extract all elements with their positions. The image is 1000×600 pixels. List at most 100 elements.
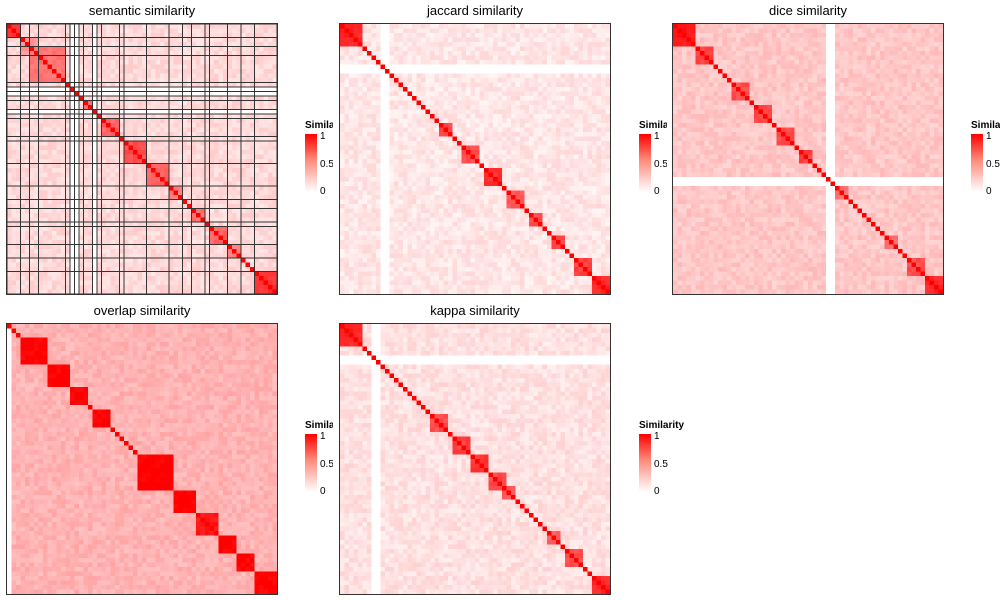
heatmap-cell bbox=[110, 33, 116, 38]
heatmap-cell bbox=[259, 73, 264, 79]
heatmap-cell bbox=[191, 37, 197, 43]
heatmap-cell bbox=[380, 46, 386, 52]
heatmap-cell bbox=[7, 141, 12, 146]
heatmap-cell bbox=[65, 109, 71, 115]
heatmap-cell bbox=[97, 289, 102, 294]
heatmap-cell bbox=[425, 82, 431, 88]
heatmap-cell bbox=[178, 289, 183, 294]
heatmap-cell bbox=[223, 51, 228, 56]
heatmap-cell bbox=[367, 109, 372, 115]
heatmap-cell bbox=[43, 195, 48, 200]
heatmap-cell bbox=[569, 73, 575, 79]
heatmap-cell bbox=[78, 109, 84, 115]
heatmap-cell bbox=[178, 257, 183, 263]
heatmap-cell bbox=[20, 109, 26, 115]
heatmap-cell bbox=[223, 276, 228, 281]
heatmap-cell bbox=[110, 141, 116, 146]
heatmap-cell bbox=[389, 37, 395, 43]
heatmap-cell bbox=[155, 64, 161, 70]
heatmap-cell bbox=[83, 28, 89, 34]
heatmap-cell bbox=[110, 68, 116, 74]
heatmap-cell bbox=[146, 73, 152, 79]
heatmap-cell bbox=[169, 55, 174, 61]
heatmap-cell bbox=[542, 82, 548, 88]
heatmap-cell bbox=[263, 240, 269, 245]
heatmap-cell bbox=[29, 262, 35, 268]
heatmap-cell bbox=[7, 55, 12, 61]
heatmap-cell bbox=[488, 24, 494, 29]
heatmap-cell bbox=[142, 208, 147, 214]
heatmap-cell bbox=[357, 46, 363, 52]
heatmap-cell bbox=[200, 186, 206, 191]
heatmap-cell bbox=[205, 195, 210, 200]
heatmap-cell bbox=[592, 105, 597, 110]
heatmap-cell bbox=[519, 114, 525, 119]
heatmap-cell bbox=[254, 172, 260, 178]
heatmap-cell bbox=[250, 172, 255, 178]
heatmap-cell bbox=[254, 87, 260, 92]
heatmap-cell bbox=[101, 203, 107, 209]
heatmap-cell bbox=[200, 262, 206, 268]
heatmap-cell bbox=[24, 240, 30, 245]
heatmap-cell bbox=[142, 91, 147, 97]
heatmap-cell bbox=[389, 105, 395, 110]
heatmap-cell bbox=[16, 168, 21, 173]
heatmap-cell bbox=[416, 78, 422, 83]
heatmap-cell bbox=[416, 68, 422, 74]
heatmap-cell bbox=[7, 41, 12, 47]
heatmap-cell bbox=[254, 127, 260, 133]
heatmap-cell bbox=[115, 149, 120, 155]
heatmap-cell bbox=[83, 168, 89, 173]
heatmap-cell bbox=[78, 276, 84, 281]
heatmap-cell bbox=[353, 87, 359, 92]
heatmap-cell bbox=[421, 118, 426, 124]
heatmap-cell bbox=[70, 136, 75, 142]
heatmap-cell bbox=[213, 64, 219, 70]
heatmap-cell bbox=[78, 141, 84, 146]
heatmap-cell bbox=[34, 68, 39, 74]
heatmap-cell bbox=[254, 118, 260, 124]
heatmap-cell bbox=[110, 235, 116, 241]
heatmap-cell bbox=[70, 208, 75, 214]
heatmap-cell bbox=[97, 78, 102, 83]
heatmap-cell bbox=[47, 208, 53, 214]
heatmap-cell bbox=[213, 208, 219, 214]
heatmap-cell bbox=[488, 82, 494, 88]
heatmap-cell bbox=[569, 87, 575, 92]
heatmap-cell bbox=[142, 122, 147, 128]
heatmap-cell bbox=[34, 132, 39, 137]
heatmap-cell bbox=[70, 217, 75, 223]
heatmap-cell bbox=[587, 24, 593, 29]
heatmap-cell bbox=[587, 33, 593, 38]
heatmap-cell bbox=[542, 24, 548, 29]
heatmap-cell bbox=[146, 68, 152, 74]
heatmap-cell bbox=[240, 60, 246, 65]
heatmap-cell bbox=[240, 249, 246, 254]
heatmap-cell bbox=[159, 37, 165, 43]
heatmap-cell bbox=[186, 235, 192, 241]
heatmap-cell bbox=[74, 68, 80, 74]
heatmap-cell bbox=[551, 51, 557, 56]
heatmap-cell bbox=[254, 68, 260, 74]
heatmap-cell bbox=[169, 168, 174, 173]
heatmap-cell bbox=[132, 267, 138, 272]
heatmap-cell bbox=[367, 114, 372, 119]
heatmap-cell bbox=[92, 109, 98, 115]
heatmap-cell bbox=[538, 24, 543, 29]
heatmap-cell bbox=[105, 37, 111, 43]
heatmap-cell bbox=[367, 82, 372, 88]
heatmap-cell bbox=[205, 118, 210, 124]
heatmap-cell bbox=[43, 280, 48, 286]
heatmap-cell bbox=[236, 46, 242, 52]
heatmap-cell bbox=[232, 280, 237, 286]
heatmap-cell bbox=[7, 51, 12, 56]
heatmap-cell bbox=[83, 95, 89, 101]
heatmap-cell bbox=[263, 195, 269, 200]
heatmap-cell bbox=[583, 24, 588, 29]
heatmap-cell bbox=[457, 60, 462, 65]
heatmap-cell bbox=[137, 186, 143, 191]
heatmap-cell bbox=[529, 114, 534, 119]
heatmap-cell bbox=[236, 51, 242, 56]
heatmap-cell bbox=[263, 60, 269, 65]
heatmap-cell bbox=[16, 73, 21, 79]
